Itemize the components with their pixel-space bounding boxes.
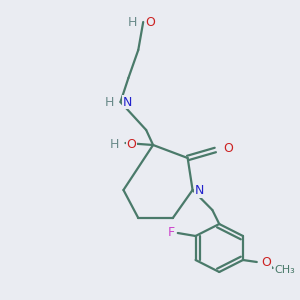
Text: CH₃: CH₃: [274, 265, 295, 275]
Text: O: O: [223, 142, 233, 155]
Text: H: H: [128, 16, 137, 28]
Text: F: F: [167, 226, 174, 239]
Text: N: N: [195, 184, 204, 197]
Text: N: N: [122, 95, 132, 109]
Text: O: O: [262, 256, 272, 268]
Text: O: O: [145, 16, 155, 28]
Text: H: H: [110, 137, 119, 151]
Text: O: O: [126, 137, 136, 151]
Text: H: H: [105, 95, 115, 109]
